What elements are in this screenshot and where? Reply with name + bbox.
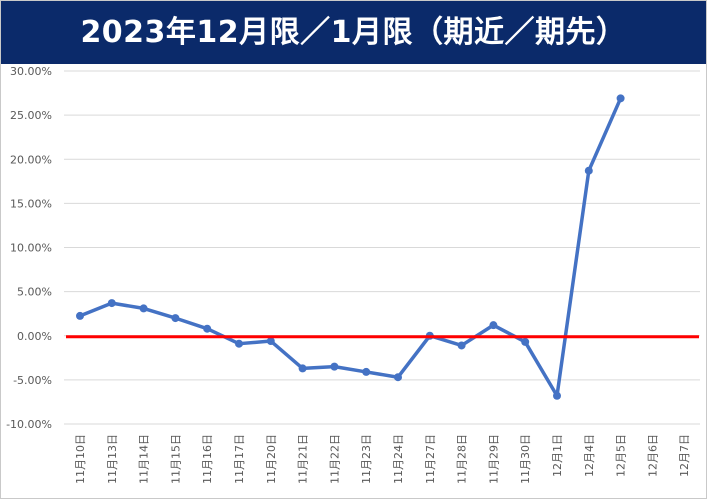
data-point [362, 367, 371, 376]
title-bar: 2023年12月限／1月限（期近／期先） [1, 1, 706, 64]
data-point [616, 94, 625, 103]
x-tick-label: 11月27日 [424, 434, 437, 484]
series-line [79, 97, 623, 398]
y-tick-label: -10.00% [6, 418, 52, 431]
x-tick-label: 12月1日 [551, 434, 564, 477]
data-point [298, 364, 307, 373]
y-tick-label: 25.00% [10, 109, 52, 122]
x-tick-label: 11月20日 [265, 434, 278, 484]
data-point [330, 362, 339, 371]
x-tick-label: 11月14日 [138, 434, 151, 484]
x-tick-label: 11月21日 [297, 434, 310, 484]
x-tick-label: 11月13日 [106, 434, 119, 484]
y-tick-label: 20.00% [10, 153, 52, 166]
y-tick-label: 15.00% [10, 197, 52, 210]
x-tick-label: 11月10日 [74, 434, 87, 484]
data-point [521, 337, 530, 346]
x-tick-label: 12月6日 [646, 434, 659, 477]
data-point [584, 166, 593, 175]
x-tick-label: 11月15日 [169, 434, 182, 484]
data-point [76, 311, 84, 320]
data-point [203, 324, 212, 333]
data-point [394, 373, 402, 382]
x-tick-label: 12月7日 [678, 434, 691, 477]
x-tick-label: 11月16日 [201, 434, 214, 484]
y-tick-label: -5.00% [13, 374, 52, 387]
data-point [139, 304, 148, 313]
y-tick-label: 5.00% [17, 286, 52, 299]
x-tick-label: 11月30日 [519, 434, 532, 484]
data-point [107, 299, 116, 308]
chart-title: 2023年12月限／1月限（期近／期先） [80, 15, 627, 50]
data-point [489, 321, 498, 330]
data-point [171, 314, 180, 323]
x-tick-label: 11月29日 [487, 434, 500, 484]
x-tick-label: 12月5日 [615, 434, 628, 477]
x-tick-label: 11月24日 [392, 434, 405, 484]
x-tick-label: 11月23日 [360, 434, 373, 484]
x-tick-label: 11月22日 [328, 434, 341, 484]
x-tick-label: 11月17日 [233, 434, 246, 484]
y-tick-label: 30.00% [10, 65, 52, 78]
y-tick-label: 0.00% [17, 330, 52, 343]
data-point [553, 391, 561, 400]
data-point [457, 341, 466, 350]
y-tick-label: 10.00% [10, 242, 52, 255]
x-tick-label: 11月28日 [456, 434, 469, 484]
data-point [266, 337, 275, 346]
x-tick-label: 12月4日 [583, 434, 596, 477]
data-point [235, 339, 243, 348]
